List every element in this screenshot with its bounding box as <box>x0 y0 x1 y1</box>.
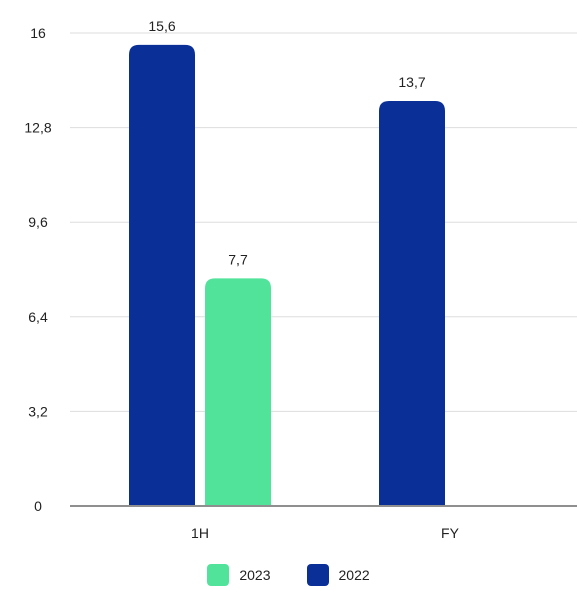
legend-item-2023[interactable]: 2023 <box>207 564 271 586</box>
x-axis-categories: 1H FY <box>191 525 460 541</box>
data-label-2022-FY: 13,7 <box>398 74 425 90</box>
data-labels: 15,6 7,7 13,7 <box>148 18 425 268</box>
legend-label-2022: 2022 <box>338 567 370 583</box>
bar-2023-1H[interactable] <box>205 278 271 506</box>
data-label-2023-1H: 7,7 <box>228 251 248 267</box>
y-tick-label: 0 <box>34 498 42 514</box>
legend-swatch-2022 <box>306 564 329 586</box>
bars <box>129 44 445 507</box>
bar-chart: 0 3,2 6,4 9,6 12,8 16 15,6 7,7 13,7 1H FY <box>24 18 577 541</box>
legend-item-2022[interactable]: 2022 <box>306 564 370 586</box>
y-tick-label: 9,6 <box>28 214 48 230</box>
y-tick-label: 16 <box>30 25 46 41</box>
legend-swatch-2023 <box>207 564 230 586</box>
y-tick-label: 12,8 <box>24 120 51 136</box>
legend-label-2023: 2023 <box>239 567 271 583</box>
x-category-FY: FY <box>441 525 460 541</box>
x-category-1H: 1H <box>191 525 209 541</box>
y-axis-ticks: 0 3,2 6,4 9,6 12,8 16 <box>24 25 51 514</box>
bar-2022-FY[interactable] <box>379 100 445 507</box>
y-tick-label: 3,2 <box>28 403 48 419</box>
legend: 2023 2022 <box>0 564 577 586</box>
data-label-2022-1H: 15,6 <box>148 18 175 34</box>
bar-2022-1H[interactable] <box>129 44 195 506</box>
y-tick-label: 6,4 <box>28 309 48 325</box>
